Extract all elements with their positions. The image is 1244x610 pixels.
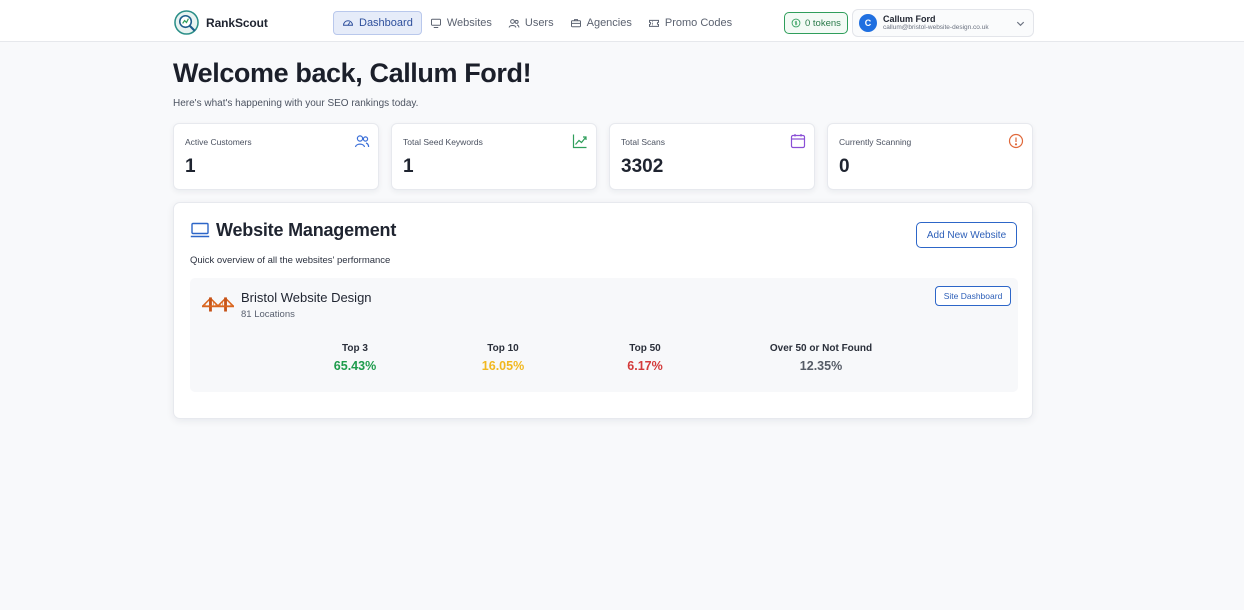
metric-label: Top 10 <box>487 343 519 354</box>
stat-label: Total Seed Keywords <box>403 137 483 147</box>
top-navbar: RankScout Dashboard Websites Users Agenc… <box>0 0 1244 42</box>
gauge-icon <box>343 20 353 26</box>
stat-label: Total Scans <box>621 137 665 147</box>
coin-icon <box>791 18 801 28</box>
monitor-icon <box>430 18 441 28</box>
briefcase-icon <box>570 19 581 28</box>
main-nav: Dashboard Websites Users Agencies Promo … <box>333 11 740 35</box>
page-subtitle: Here's what's happening with your SEO ra… <box>173 98 419 109</box>
bridge-logo-icon <box>202 297 234 312</box>
site-name: Bristol Website Design <box>241 290 372 305</box>
stat-label: Active Customers <box>185 137 252 147</box>
site-card: Bristol Website Design 81 Locations Site… <box>190 278 1018 392</box>
metric-value: 12.35% <box>799 359 843 373</box>
tokens-badge[interactable]: 0 tokens <box>784 12 848 34</box>
chevron-down-icon[interactable] <box>1015 18 1026 29</box>
metric-label: Over 50 or Not Found <box>769 343 873 354</box>
users-icon <box>354 135 370 148</box>
nav-promo-codes-label: Promo Codes <box>664 17 733 29</box>
nav-websites-label: Websites <box>446 17 492 29</box>
nav-dashboard[interactable]: Dashboard <box>333 11 422 35</box>
metric-top-3: Top 3 65.43% <box>329 343 381 373</box>
brand-name: RankScout <box>206 15 268 30</box>
stat-label: Currently Scanning <box>839 137 912 147</box>
calendar-icon <box>790 134 806 149</box>
nav-promo-codes[interactable]: Promo Codes <box>640 11 740 35</box>
nav-dashboard-label: Dashboard <box>359 17 413 29</box>
nav-agencies-label: Agencies <box>586 17 632 29</box>
laptop-icon <box>190 222 210 238</box>
nav-users-label: Users <box>524 17 554 29</box>
metric-value: 65.43% <box>333 359 377 373</box>
rankscout-logo-icon <box>174 10 199 35</box>
trending-up-icon <box>572 134 587 149</box>
user-email: callum@bristol-website-design.co.uk <box>883 23 989 31</box>
user-menu[interactable]: C Callum Ford callum@bristol-website-des… <box>852 9 1034 37</box>
stat-value: 1 <box>403 156 414 177</box>
add-new-website-button[interactable]: Add New Website <box>916 222 1017 248</box>
nav-websites[interactable]: Websites <box>422 11 500 35</box>
metric-over-50: Over 50 or Not Found 12.35% <box>759 343 883 373</box>
brand[interactable]: RankScout <box>174 10 268 35</box>
nav-agencies[interactable]: Agencies <box>562 11 640 35</box>
users-icon <box>508 19 520 28</box>
stat-card-active-customers: Active Customers 1 <box>173 123 379 190</box>
stat-value: 3302 <box>621 156 664 177</box>
avatar: C <box>859 14 877 32</box>
panel-subtitle: Quick overview of all the websites' perf… <box>190 255 391 266</box>
stat-card-total-scans: Total Scans 3302 <box>609 123 815 190</box>
panel-title: Website Management <box>216 220 397 240</box>
metric-label: Top 50 <box>629 343 661 354</box>
site-dashboard-button[interactable]: Site Dashboard <box>935 286 1011 306</box>
alert-circle-icon <box>1008 133 1024 149</box>
user-name: Callum Ford <box>883 13 936 24</box>
nav-users[interactable]: Users <box>500 11 562 35</box>
site-locations: 81 Locations <box>241 309 295 320</box>
metric-top-50: Top 50 6.17% <box>615 343 675 373</box>
metric-top-10: Top 10 16.05% <box>473 343 533 373</box>
ticket-icon <box>648 19 659 27</box>
metric-value: 16.05% <box>481 359 525 373</box>
metric-value: 6.17% <box>627 359 663 373</box>
website-management-panel: Website Management Quick overview of all… <box>173 202 1033 419</box>
stat-value: 1 <box>185 156 196 177</box>
stat-card-currently-scanning: Currently Scanning 0 <box>827 123 1033 190</box>
page-title: Welcome back, Callum Ford! <box>173 58 532 88</box>
metric-label: Top 3 <box>342 343 368 354</box>
stat-value: 0 <box>839 156 850 177</box>
stat-card-total-seed-keywords: Total Seed Keywords 1 <box>391 123 597 190</box>
tokens-label: 0 tokens <box>805 17 841 29</box>
